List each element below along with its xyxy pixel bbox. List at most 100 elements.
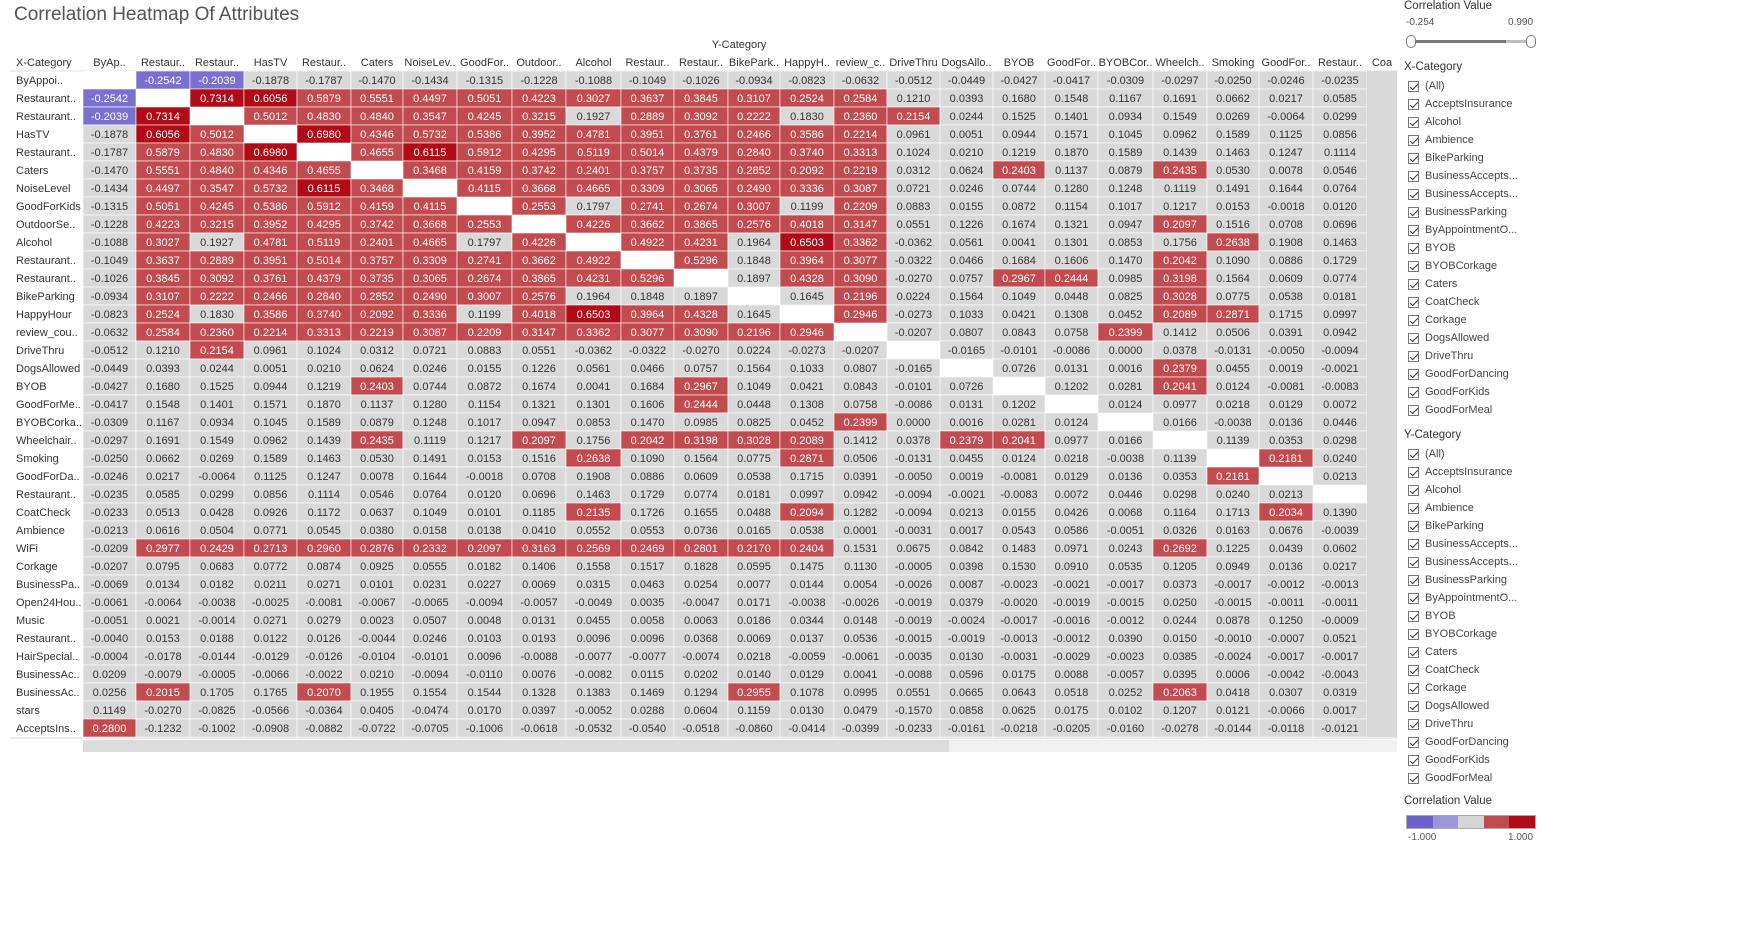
cell-value: 0.0019 [950,471,984,483]
checkbox-checked-icon[interactable] [1408,466,1419,478]
checkbox-checked-icon[interactable] [1408,386,1419,398]
checkbox-checked-icon[interactable] [1408,448,1419,460]
checkbox-checked-icon[interactable] [1408,314,1419,326]
checkbox-checked-icon[interactable] [1408,610,1419,622]
cell-value: 0.2852 [737,165,771,177]
checkbox-checked-icon[interactable] [1408,170,1419,182]
checkbox-checked-icon[interactable] [1408,538,1419,550]
checkbox-checked-icon[interactable] [1408,520,1419,532]
checkbox-checked-icon[interactable] [1408,736,1419,748]
cell-value: 0.3198 [1163,273,1197,285]
x-category-filter-item[interactable]: DogsAllowed [1408,329,1738,347]
x-category-filter-item[interactable]: GoodForKids [1408,383,1738,401]
x-category-filter-item[interactable]: ByAppointmentO... [1408,221,1738,239]
checkbox-checked-icon[interactable] [1408,646,1419,658]
y-category-filter-item[interactable]: GoodForDancing [1408,733,1738,751]
cell-value: -0.0246 [91,471,128,483]
range-slider-max-handle[interactable] [1526,35,1536,48]
x-category-filter-item[interactable]: CoatCheck [1408,293,1738,311]
checkbox-checked-icon[interactable] [1408,404,1419,416]
checkbox-checked-icon[interactable] [1408,754,1419,766]
cell-value: -0.0233 [91,507,128,519]
checkbox-checked-icon[interactable] [1408,664,1419,676]
cell-value: 0.4346 [254,165,288,177]
cell-value: 0.0368 [684,633,718,645]
heatmap-cell [1367,521,1397,539]
cell-value: 0.2967 [684,381,718,393]
cell-value: -0.0362 [895,237,932,249]
checkbox-checked-icon[interactable] [1408,260,1419,272]
y-category-filter-item[interactable]: DogsAllowed [1408,697,1738,715]
y-category-filter-item[interactable]: BusinessAccepts... [1408,553,1738,571]
checkbox-checked-icon[interactable] [1408,628,1419,640]
correlation-heatmap[interactable]: X-Category Y-Category ByAp.. Restaur.. Resta… [0,0,1400,760]
x-category-filter-item[interactable]: BusinessParking [1408,203,1738,221]
y-category-filter-item[interactable]: Alcohol [1408,481,1738,499]
y-category-filter-item[interactable]: BYOB [1408,607,1738,625]
checkbox-checked-icon[interactable] [1408,772,1419,784]
y-category-filter-item[interactable]: CoatCheck [1408,661,1738,679]
x-category-filter-item[interactable]: Corkage [1408,311,1738,329]
y-category-filter-item[interactable]: BusinessAccepts... [1408,535,1738,553]
y-category-filter-item[interactable]: Corkage [1408,679,1738,697]
checkbox-checked-icon[interactable] [1408,574,1419,586]
checkbox-checked-icon[interactable] [1408,224,1419,236]
y-category-filter-item[interactable]: GoodForKids [1408,751,1738,769]
cell-value: 0.0299 [1323,111,1357,123]
checkbox-checked-icon[interactable] [1408,116,1419,128]
x-category-filter-item[interactable]: (All) [1408,77,1738,95]
checkbox-checked-icon[interactable] [1408,502,1419,514]
x-category-filter-item[interactable]: Ambience [1408,131,1738,149]
checkbox-checked-icon[interactable] [1408,700,1419,712]
cell-value: 0.1164 [1164,507,1197,519]
x-category-filter-item[interactable]: Alcohol [1408,113,1738,131]
checkbox-checked-icon[interactable] [1408,556,1419,568]
y-category-filter-item[interactable]: BikeParking [1408,517,1738,535]
checkbox-checked-icon[interactable] [1408,188,1419,200]
checkbox-checked-icon[interactable] [1408,484,1419,496]
checkbox-checked-icon[interactable] [1408,682,1419,694]
x-category-filter-item[interactable]: GoodForDancing [1408,365,1738,383]
cell-value: 0.3952 [522,129,556,141]
x-category-filter-item[interactable]: BusinessAccepts... [1408,185,1738,203]
y-category-filter-item[interactable]: Caters [1408,643,1738,661]
checkbox-checked-icon[interactable] [1408,152,1419,164]
checkbox-checked-icon[interactable] [1408,206,1419,218]
range-slider-min-handle[interactable] [1406,35,1416,48]
checkbox-checked-icon[interactable] [1408,278,1419,290]
checkbox-checked-icon[interactable] [1408,368,1419,380]
checkbox-checked-icon[interactable] [1408,718,1419,730]
y-category-filter-item[interactable]: AcceptsInsurance [1408,463,1738,481]
y-category-filter-item[interactable]: DriveThru [1408,715,1738,733]
cell-value: 0.0072 [1323,399,1357,411]
y-category-filter-item[interactable]: GoodForMeal [1408,769,1738,787]
checkbox-checked-icon[interactable] [1408,296,1419,308]
cell-value: 0.0246 [413,633,447,645]
x-category-filter-item[interactable]: AcceptsInsurance [1408,95,1738,113]
y-category-filter-item[interactable]: ByAppointmentO... [1408,589,1738,607]
x-category-filter-item[interactable]: BYOBCorkage [1408,257,1738,275]
y-category-filter-item[interactable]: Ambience [1408,499,1738,517]
cell-value: 0.1439 [1163,147,1197,159]
cell-value: 0.0298 [1163,489,1197,501]
checkbox-checked-icon[interactable] [1408,332,1419,344]
x-category-filter-item[interactable]: GoodForMeal [1408,401,1738,419]
x-category-filter-item[interactable]: BYOB [1408,239,1738,257]
cell-value: 0.0886 [631,471,665,483]
y-category-filter-item[interactable]: BusinessParking [1408,571,1738,589]
x-category-filter-item[interactable]: BusinessAccepts... [1408,167,1738,185]
x-category-filter-item[interactable]: Caters [1408,275,1738,293]
y-category-filter-item[interactable]: (All) [1408,445,1738,463]
x-category-filter-item[interactable]: DriveThru [1408,347,1738,365]
checkbox-checked-icon[interactable] [1408,242,1419,254]
cell-value: 0.0019 [1269,363,1303,375]
checkbox-checked-icon[interactable] [1408,98,1419,110]
checkbox-checked-icon[interactable] [1408,134,1419,146]
checkbox-checked-icon[interactable] [1408,350,1419,362]
checkbox-checked-icon[interactable] [1408,592,1419,604]
x-category-filter-item-label: CoatCheck [1425,296,1480,308]
y-category-filter-item[interactable]: BYOBCorkage [1408,625,1738,643]
checkbox-checked-icon[interactable] [1408,80,1419,92]
cell-value: 0.1463 [577,489,611,501]
x-category-filter-item[interactable]: BikeParking [1408,149,1738,167]
